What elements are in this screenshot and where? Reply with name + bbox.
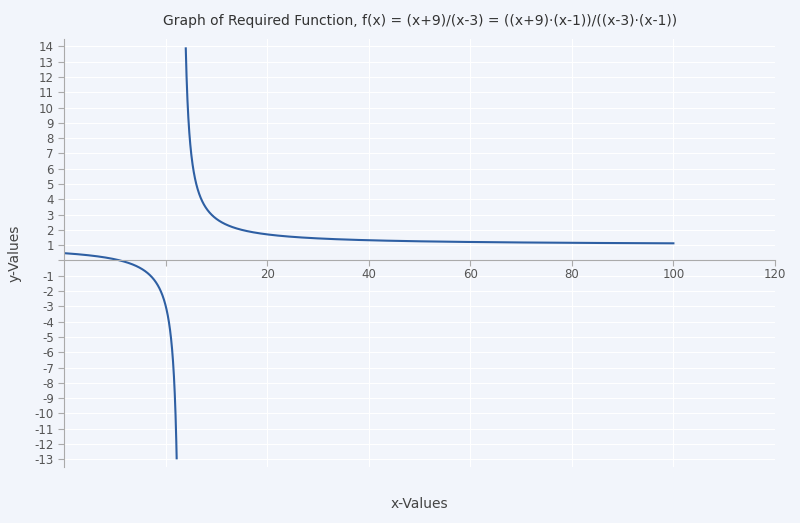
Text: 40: 40 (362, 268, 376, 281)
Text: x-Values: x-Values (390, 497, 449, 511)
Text: 100: 100 (662, 268, 685, 281)
Text: 20: 20 (260, 268, 274, 281)
Text: y-Values: y-Values (7, 224, 22, 281)
Text: 120: 120 (764, 268, 786, 281)
Text: 80: 80 (565, 268, 579, 281)
Text: 60: 60 (463, 268, 478, 281)
Title: Graph of Required Function, f(x) = (x+9)/(x-3) = ((x+9)·(x-1))/((x-3)·(x-1)): Graph of Required Function, f(x) = (x+9)… (162, 14, 677, 28)
